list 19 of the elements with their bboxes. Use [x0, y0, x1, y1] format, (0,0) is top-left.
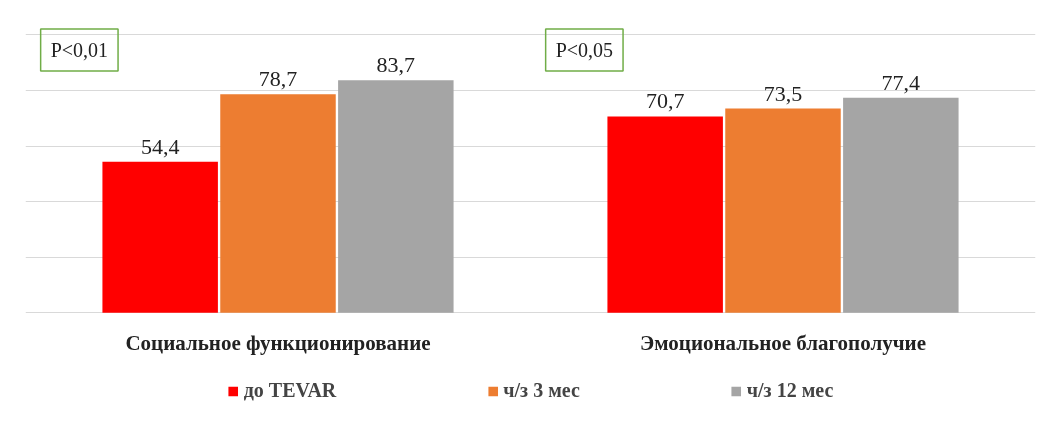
- bar: [725, 108, 841, 313]
- bar: [220, 94, 336, 313]
- data-label: 83,7: [376, 52, 416, 78]
- text: P<0,05: [555, 38, 614, 61]
- x-tick-label: Эмоциональное благополучие: [640, 331, 926, 356]
- bar: [607, 116, 723, 313]
- bar: [338, 80, 454, 313]
- legend-label: ч/з 12 мес: [746, 379, 834, 402]
- x-tick-label: Социальное функционирование: [125, 331, 431, 356]
- text: P<0,01: [50, 38, 109, 61]
- bar: [843, 97, 959, 313]
- data-label: 78,7: [258, 66, 298, 92]
- data-label: 70,7: [645, 88, 685, 114]
- legend-label: ч/з 3 мес: [503, 379, 580, 402]
- data-label: 54,4: [140, 133, 180, 159]
- legend-label: до TEVAR: [243, 379, 337, 402]
- bar: [102, 161, 218, 313]
- data-label: 73,5: [763, 80, 803, 106]
- data-label: 77,4: [881, 69, 921, 95]
